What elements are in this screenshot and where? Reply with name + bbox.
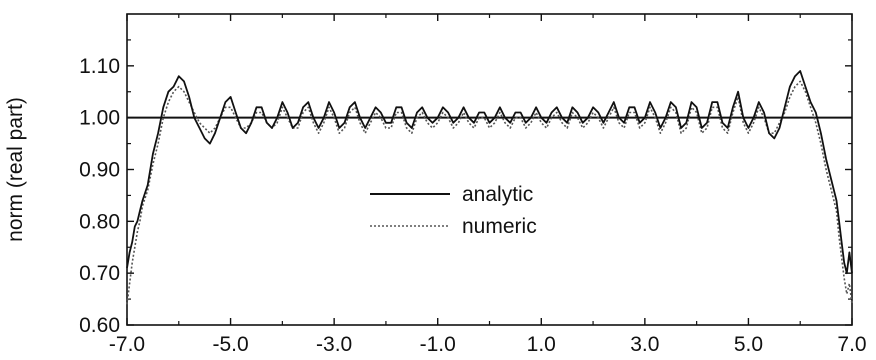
y-axis-tick-labels: 0.60 0.70 0.80 0.90 1.00 1.10 — [79, 55, 120, 337]
legend-label-analytic: analytic — [462, 183, 533, 206]
y-tick-label: 0.90 — [79, 159, 120, 182]
x-tick-label: -5.0 — [212, 333, 248, 356]
y-axis-title: norm (real part) — [4, 97, 27, 242]
y-tick-label: 0.60 — [79, 314, 120, 337]
x-tick-label: -1.0 — [420, 333, 456, 356]
x-tick-label: 3.0 — [630, 333, 659, 356]
x-tick-label: -7.0 — [109, 333, 145, 356]
legend-label-numeric: numeric — [462, 215, 537, 238]
y-tick-label: 0.70 — [79, 262, 120, 285]
x-axis-tick-labels: -7.0 -5.0 -3.0 -1.0 1.0 3.0 5.0 7.0 — [109, 333, 867, 356]
x-tick-label: 7.0 — [837, 333, 866, 356]
y-tick-label: 0.80 — [79, 210, 120, 233]
series-line-analytic — [126, 70, 853, 275]
x-tick-label: 5.0 — [734, 333, 763, 356]
x-tick-label: 1.0 — [527, 333, 556, 356]
y-tick-label: 1.10 — [79, 55, 120, 78]
legend: analytic numeric — [370, 183, 537, 238]
series-layer — [126, 70, 853, 305]
series-line-numeric — [126, 80, 853, 305]
y-tick-label: 1.00 — [79, 107, 120, 130]
x-tick-label: -3.0 — [316, 333, 352, 356]
